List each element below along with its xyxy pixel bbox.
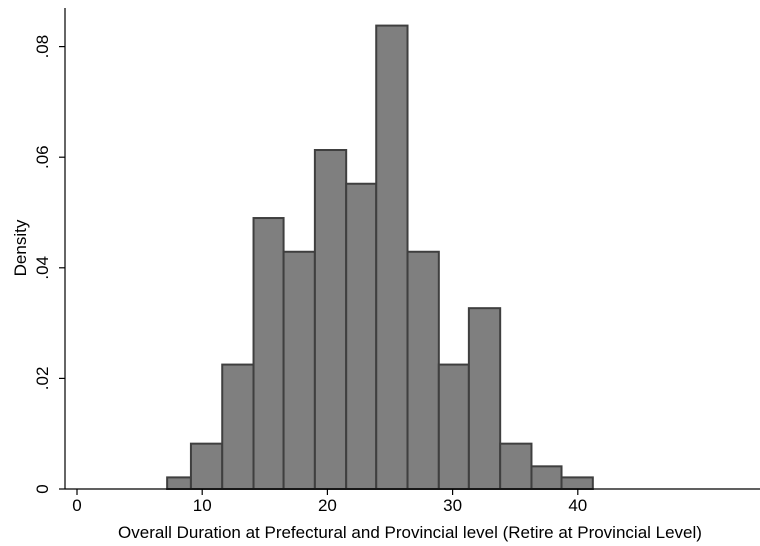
y-axis-title: Density [11,219,30,276]
x-tick-label-1: 10 [193,496,212,515]
histogram-bar-9 [437,363,470,491]
x-tick-label-3: 30 [443,496,462,515]
y-tick-label-0: 0 [33,484,52,493]
histogram-bar-1 [189,442,224,490]
histogram-bar-5 [313,149,348,491]
histogram-bar-4 [282,250,316,490]
histogram-bar-12 [530,465,563,490]
histogram-bar-10 [467,307,502,490]
histogram-bar-6 [345,182,378,491]
bars-group [166,24,594,491]
y-tick-label-3: .06 [33,145,52,169]
y-ticks-group: 0 .02 .04 .06 .08 [33,35,65,494]
y-tick-label-2: .04 [33,256,52,280]
axes-group [64,8,760,490]
y-tick-label-1: .02 [33,367,52,391]
x-tick-label-0: 0 [72,496,81,515]
histogram-bar-3 [252,217,285,490]
y-tick-label-4: .08 [33,35,52,59]
histogram-bar-7 [375,24,409,491]
x-ticks-group: 0 10 20 30 40 [72,489,587,515]
histogram-bar-11 [499,442,533,490]
histogram-bar-2 [221,363,255,491]
histogram-bar-0 [166,476,192,490]
x-axis-title: Overall Duration at Prefectural and Prov… [118,523,702,542]
histogram-bar-13 [560,476,594,490]
x-tick-label-4: 40 [568,496,587,515]
x-tick-label-2: 20 [318,496,337,515]
histogram-bar-8 [406,250,440,490]
